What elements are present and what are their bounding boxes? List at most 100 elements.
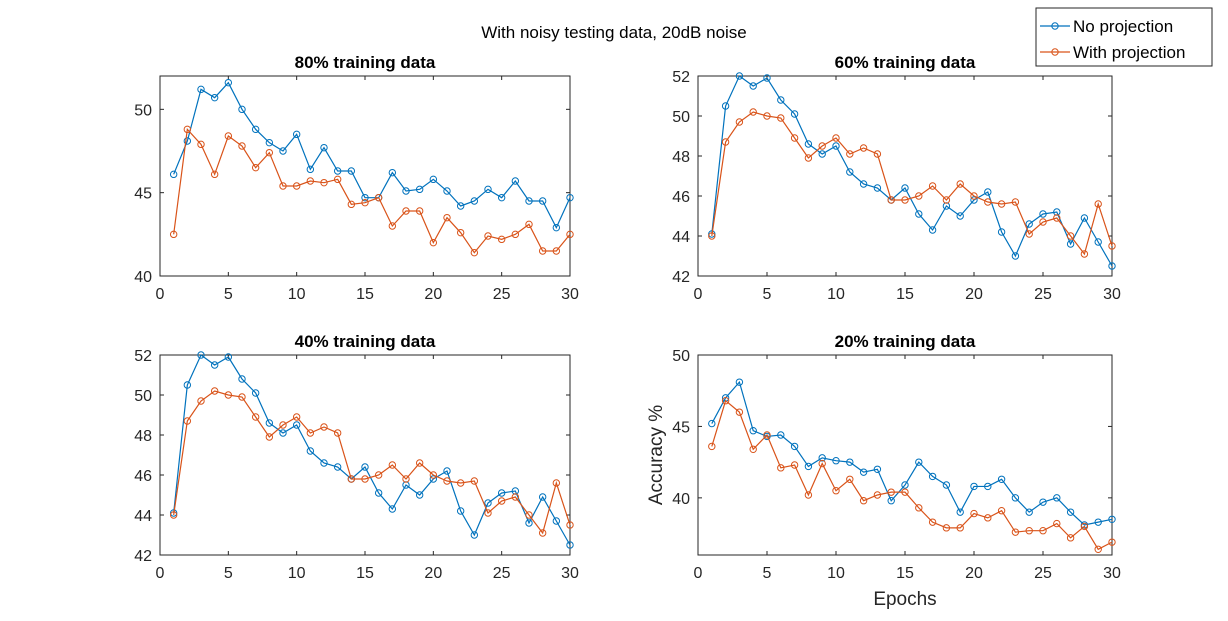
data-point: [320, 178, 328, 187]
data-point: [873, 150, 882, 158]
data-point: [708, 230, 716, 238]
legend-marker-no-projection: [1051, 22, 1059, 30]
series-line: [711, 380, 1113, 526]
figure-title: With noisy testing data, 20dB noise: [481, 23, 747, 42]
data-point: [804, 154, 813, 162]
series-line: [711, 399, 1113, 551]
data-point: [818, 142, 826, 150]
data-point: [470, 248, 479, 257]
plot-area: [159, 75, 571, 277]
data-point: [183, 125, 192, 134]
data-point: [1039, 218, 1047, 226]
subplot-1: 80% training data 0 5 10 15 20 25 30 40 45 50: [134, 53, 579, 303]
x-tick-label: 10: [288, 565, 306, 582]
data-point: [1025, 527, 1033, 535]
data-point: [846, 168, 854, 176]
x-tick-label: 25: [1034, 565, 1052, 582]
subplot-title: 60% training data: [835, 53, 976, 72]
data-point: [292, 413, 301, 421]
data-point: [279, 147, 287, 155]
data-point: [210, 170, 219, 179]
data-point: [511, 177, 520, 185]
data-point: [735, 408, 744, 416]
data-point: [333, 429, 342, 437]
y-tick-label: 50: [672, 109, 690, 126]
data-point: [238, 142, 246, 150]
data-point: [970, 482, 978, 491]
data-point: [238, 375, 246, 383]
data-point: [790, 110, 799, 118]
data-point: [763, 112, 771, 120]
data-point: [749, 108, 757, 116]
data-point: [790, 442, 799, 451]
y-tick-label: 45: [672, 419, 690, 436]
data-point: [402, 475, 410, 483]
data-point: [566, 541, 574, 549]
data-point: [552, 479, 561, 487]
data-point: [1011, 494, 1020, 502]
data-point: [538, 247, 547, 255]
y-tick-label: 52: [134, 348, 152, 365]
data-point: [183, 137, 192, 145]
data-point: [777, 464, 785, 472]
data-point: [210, 387, 219, 395]
data-point: [873, 184, 882, 192]
x-tick-label: 25: [493, 286, 511, 303]
data-point: [279, 182, 287, 190]
data-point: [859, 497, 868, 505]
x-axis-label: Epochs: [873, 589, 936, 610]
data-point: [456, 507, 465, 515]
y-tick-label: 45: [134, 186, 152, 203]
data-point: [388, 222, 397, 230]
data-point: [320, 423, 328, 431]
data-point: [169, 170, 178, 179]
data-point: [1094, 545, 1102, 553]
legend-marker-with-projection: [1051, 48, 1059, 56]
data-point: [361, 193, 369, 202]
data-point: [429, 175, 438, 184]
x-tick-label: 20: [424, 286, 442, 303]
data-point: [456, 479, 465, 487]
series-with-projection: [708, 108, 1116, 258]
x-tick-label: 5: [224, 286, 233, 303]
data-point: [804, 491, 813, 499]
legend-box: [1035, 7, 1213, 67]
data-point: [832, 142, 840, 150]
data-point: [210, 361, 219, 369]
data-point: [456, 228, 465, 237]
data-point: [484, 185, 492, 194]
x-tick-label: 5: [224, 565, 233, 582]
data-point: [956, 508, 964, 516]
data-point: [901, 184, 909, 192]
data-point: [873, 465, 882, 473]
y-tick-label: 42: [134, 548, 152, 565]
data-point: [566, 230, 574, 239]
data-point: [402, 187, 410, 195]
data-point: [169, 509, 178, 517]
data-point: [997, 228, 1006, 236]
data-point: [749, 445, 757, 453]
data-point: [1039, 210, 1047, 218]
data-point: [887, 196, 895, 204]
data-point: [832, 487, 840, 495]
data-point: [169, 230, 178, 239]
data-point: [388, 461, 397, 469]
data-point: [361, 475, 369, 483]
y-tick-label: 46: [134, 468, 152, 485]
data-point: [306, 177, 315, 185]
data-point: [525, 519, 533, 527]
series-line: [711, 75, 1113, 267]
data-point: [859, 180, 868, 188]
subplot-title: 20% training data: [835, 332, 976, 351]
data-point: [763, 431, 771, 439]
data-point: [1053, 214, 1061, 222]
data-point: [970, 196, 978, 204]
data-point: [525, 220, 533, 229]
data-point: [846, 475, 854, 483]
data-point: [804, 462, 813, 471]
data-point: [224, 78, 233, 87]
data-point: [292, 421, 301, 429]
data-point: [1039, 498, 1047, 506]
x-tick-label: 30: [1103, 286, 1121, 303]
series-no-projection: [169, 351, 574, 549]
